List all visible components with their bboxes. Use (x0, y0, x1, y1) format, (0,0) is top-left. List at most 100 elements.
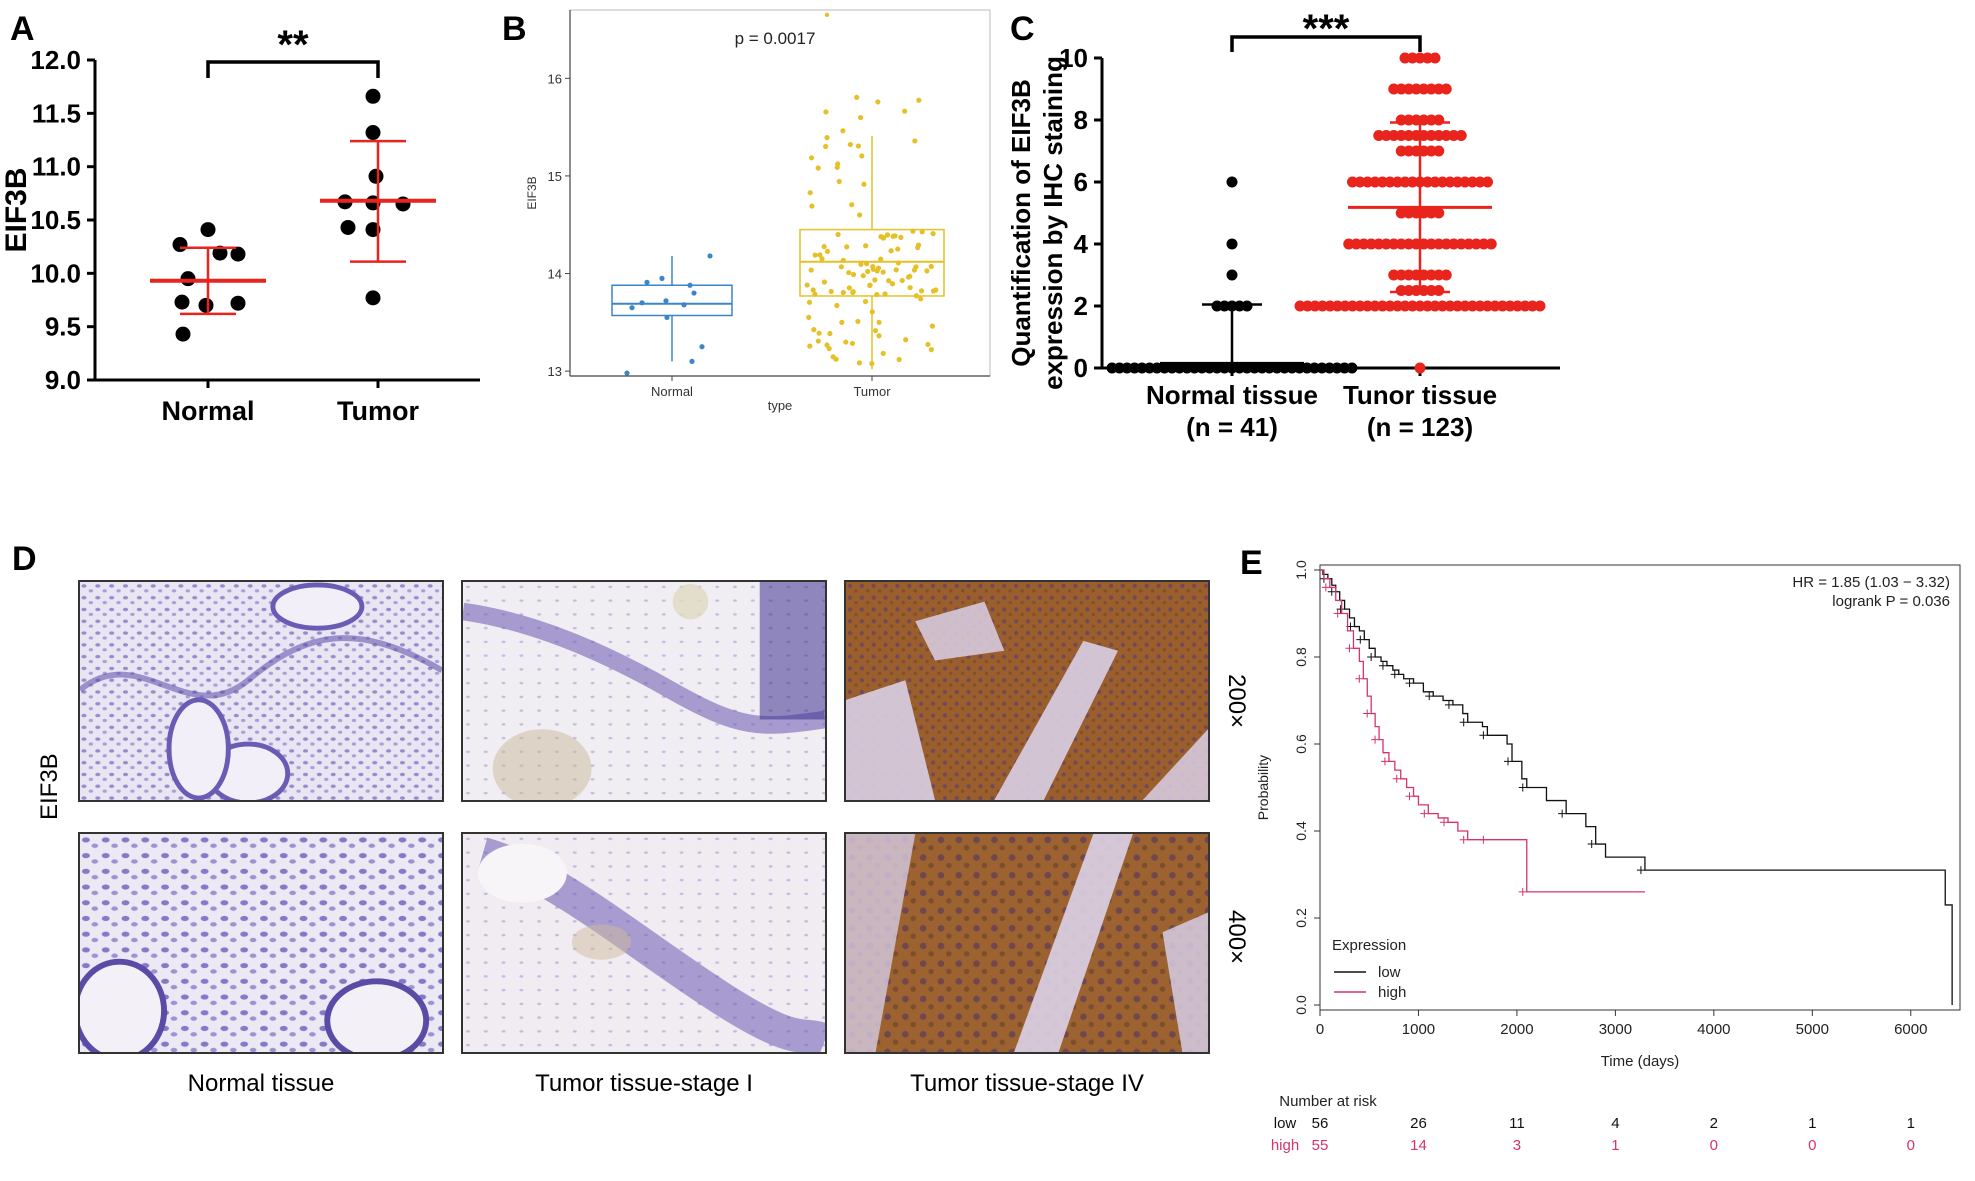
y-axis-label: Probability (1255, 755, 1271, 820)
micrograph-stage4-200x (844, 580, 1210, 802)
risk-value: 1 (1611, 1137, 1619, 1154)
y-tick-label: 10.5 (30, 205, 81, 235)
censor-mark (1587, 840, 1596, 849)
data-point-tumor (856, 360, 863, 366)
data-point-normal (624, 370, 630, 376)
censor-mark (1425, 692, 1434, 701)
data-point-tumor (886, 278, 892, 284)
data-point-tumor (903, 337, 909, 343)
data-point-tumor (880, 269, 886, 275)
data-point-tumor (840, 128, 846, 134)
caption-tumor-stage-1: Tumor tissue-stage I (535, 1070, 753, 1097)
data-point (1433, 285, 1445, 296)
y-axis-label-line2: expression by IHC staining (1038, 56, 1068, 390)
data-point-normal (639, 300, 645, 306)
panel-c-scatter-chart: C 0 2 4 6 8 10 Quantification of EIF3B expressi… (1006, 7, 1560, 442)
x-tick-label-line2: (n = 41) (1186, 412, 1278, 442)
censor-mark (1405, 679, 1414, 688)
plot-frame (569, 9, 991, 377)
y-tick-label: 14 (548, 267, 562, 282)
data-point-tumor (915, 245, 921, 251)
significance-stars: ** (277, 23, 309, 67)
x-axis-label: type (768, 398, 793, 413)
significance-stars: *** (1303, 7, 1350, 51)
censor-mark (1444, 700, 1453, 709)
significance-bracket (206, 60, 380, 78)
data-point (1433, 145, 1445, 157)
risk-value: 0 (1907, 1137, 1915, 1154)
data-point-tumor (821, 244, 827, 250)
censor-mark (1440, 818, 1448, 827)
data-point-tumor (846, 285, 852, 291)
data-point-tumor (810, 287, 816, 293)
panel-d-eif3b-label: EIF3B (36, 753, 63, 820)
censor-mark (1345, 644, 1354, 653)
data-point (1346, 362, 1358, 374)
censor-mark (1327, 587, 1336, 596)
data-point-normal (663, 298, 669, 304)
data-point-tumor (912, 138, 918, 144)
censor-mark (1336, 605, 1345, 614)
censor-mark (1558, 809, 1567, 818)
data-point (395, 196, 411, 212)
panel-b-boxplot-chart: B 13 14 15 16 EIF3B type p = 0.0017 Normal Tumor (502, 9, 991, 413)
data-point-tumor (888, 248, 894, 254)
data-point (172, 237, 188, 253)
data-point-tumor (876, 333, 882, 339)
data-point-tumor (844, 244, 850, 250)
data-point (1226, 238, 1238, 250)
data-point-normal (699, 344, 705, 350)
p-value-label: p = 0.0017 (735, 29, 816, 48)
data-point-tumor (855, 318, 861, 325)
data-point-tumor (872, 277, 878, 283)
y-tick-label: 8 (1074, 105, 1088, 135)
risk-value: 14 (1410, 1137, 1427, 1154)
x-axis-label: Time (days) (1601, 1053, 1680, 1070)
data-point-tumor (809, 203, 815, 209)
data-point (1534, 300, 1546, 312)
data-point-tumor (830, 354, 836, 360)
data-point-tumor (929, 323, 936, 329)
caption-normal-tissue: Normal tissue (187, 1070, 335, 1097)
data-point (1241, 300, 1253, 312)
data-point-tumor (878, 256, 884, 262)
data-point-tumor (823, 143, 829, 150)
panel-label-e: E (1240, 544, 1263, 582)
censor-mark (1518, 887, 1527, 896)
risk-value: 4 (1611, 1115, 1619, 1132)
data-point-tumor (913, 293, 920, 299)
data-point-tumor (806, 299, 813, 305)
data-point-tumor (846, 269, 852, 276)
y-axis-label: EIF3B (0, 167, 33, 252)
micrograph-normal-200x (78, 580, 444, 802)
data-point-tumor (918, 288, 925, 294)
censor-mark (1518, 783, 1527, 792)
y-tick-label: 6 (1074, 167, 1088, 197)
data-point-tumor (916, 97, 922, 103)
data-point-tumor (880, 350, 886, 357)
y-tick-label: 0.6 (1293, 734, 1309, 754)
y-tick-label: 4 (1074, 229, 1089, 259)
data-point-tumor (824, 248, 831, 254)
y-tick-label: 2 (1074, 291, 1088, 321)
x-tick-label: 5000 (1796, 1021, 1829, 1038)
y-tick-label: 0.4 (1293, 821, 1309, 841)
censor-mark (1363, 709, 1372, 718)
y-tick-label: 9.0 (45, 365, 81, 395)
risk-value: 1 (1907, 1115, 1915, 1132)
data-point-tumor (892, 233, 898, 239)
data-point (1429, 52, 1441, 64)
data-point-tumor (907, 285, 913, 291)
data-point-normal (689, 358, 695, 364)
x-tick-label: Normal (651, 384, 693, 399)
data-point-tumor (857, 212, 863, 218)
panel-label-b: B (502, 10, 527, 48)
censor-mark (1378, 661, 1387, 670)
panel-e-survival-chart: E 0.00.20.40.60.81.00 1000 2000 3000 4000 500… (1240, 544, 1961, 1154)
data-point-normal (659, 275, 665, 281)
data-point-tumor (836, 178, 842, 185)
data-point-tumor (928, 347, 934, 353)
data-point (365, 88, 381, 104)
data-point-tumor (902, 108, 908, 114)
censor-mark (1479, 731, 1488, 740)
